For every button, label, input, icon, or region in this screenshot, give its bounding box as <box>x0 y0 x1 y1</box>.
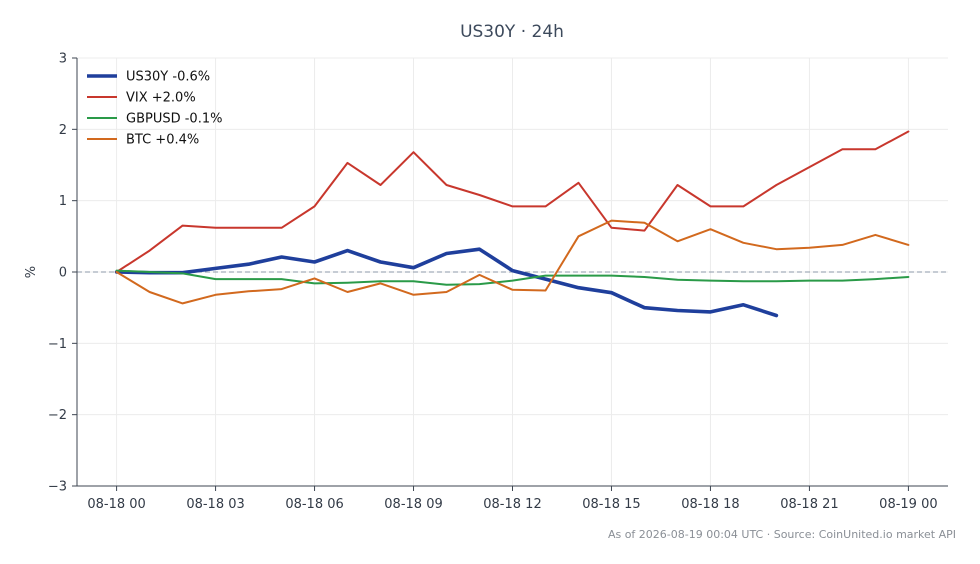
x-tick-label-2: 08-18 06 <box>285 497 343 512</box>
y-tick-label-4: −1 <box>48 337 67 352</box>
x-tick-label-4: 08-18 12 <box>483 497 541 512</box>
x-tick-label-3: 08-18 09 <box>384 497 442 512</box>
series-line-us30y <box>114 247 779 318</box>
x-tick-label-8: 08-19 00 <box>879 497 937 512</box>
y-axis-label: % <box>24 266 39 278</box>
series-line-gbpusd <box>115 269 910 286</box>
chart-title: US30Y · 24h <box>460 22 564 42</box>
x-tick-label-5: 08-18 15 <box>582 497 640 512</box>
footer-source: As of 2026-08-19 00:04 UTC · Source: Coi… <box>608 528 956 541</box>
y-tick-label-5: −2 <box>48 408 67 423</box>
y-tick-label-3: 0 <box>59 266 67 281</box>
legend: US30Y -0.6% VIX +2.0% GBPUSD -0.1% BTC +0.4… <box>87 70 222 148</box>
x-tick-label-6: 08-18 18 <box>681 497 739 512</box>
x-tick-label-1: 08-18 03 <box>186 497 244 512</box>
legend-label-vix: VIX +2.0% <box>126 91 196 106</box>
x-tick-label-7: 08-18 21 <box>780 497 838 512</box>
legend-label-gbpusd: GBPUSD -0.1% <box>126 112 222 127</box>
y-tick-label-6: −3 <box>48 480 67 495</box>
series-line-btc <box>115 219 910 305</box>
y-tick-label-2: 1 <box>59 194 67 209</box>
series-group <box>114 130 910 318</box>
axes: 3 2 1 0 −1 −2 −3 08-18 00 08-18 03 08-18 06 08-18 … <box>48 52 948 512</box>
y-tick-label-1: 2 <box>59 123 67 138</box>
x-tick-label-0: 08-18 00 <box>87 497 145 512</box>
y-tick-label-0: 3 <box>59 52 67 67</box>
series-line-vix <box>115 130 910 273</box>
legend-label-us30y: US30Y -0.6% <box>126 70 210 85</box>
legend-label-btc: BTC +0.4% <box>126 133 199 148</box>
